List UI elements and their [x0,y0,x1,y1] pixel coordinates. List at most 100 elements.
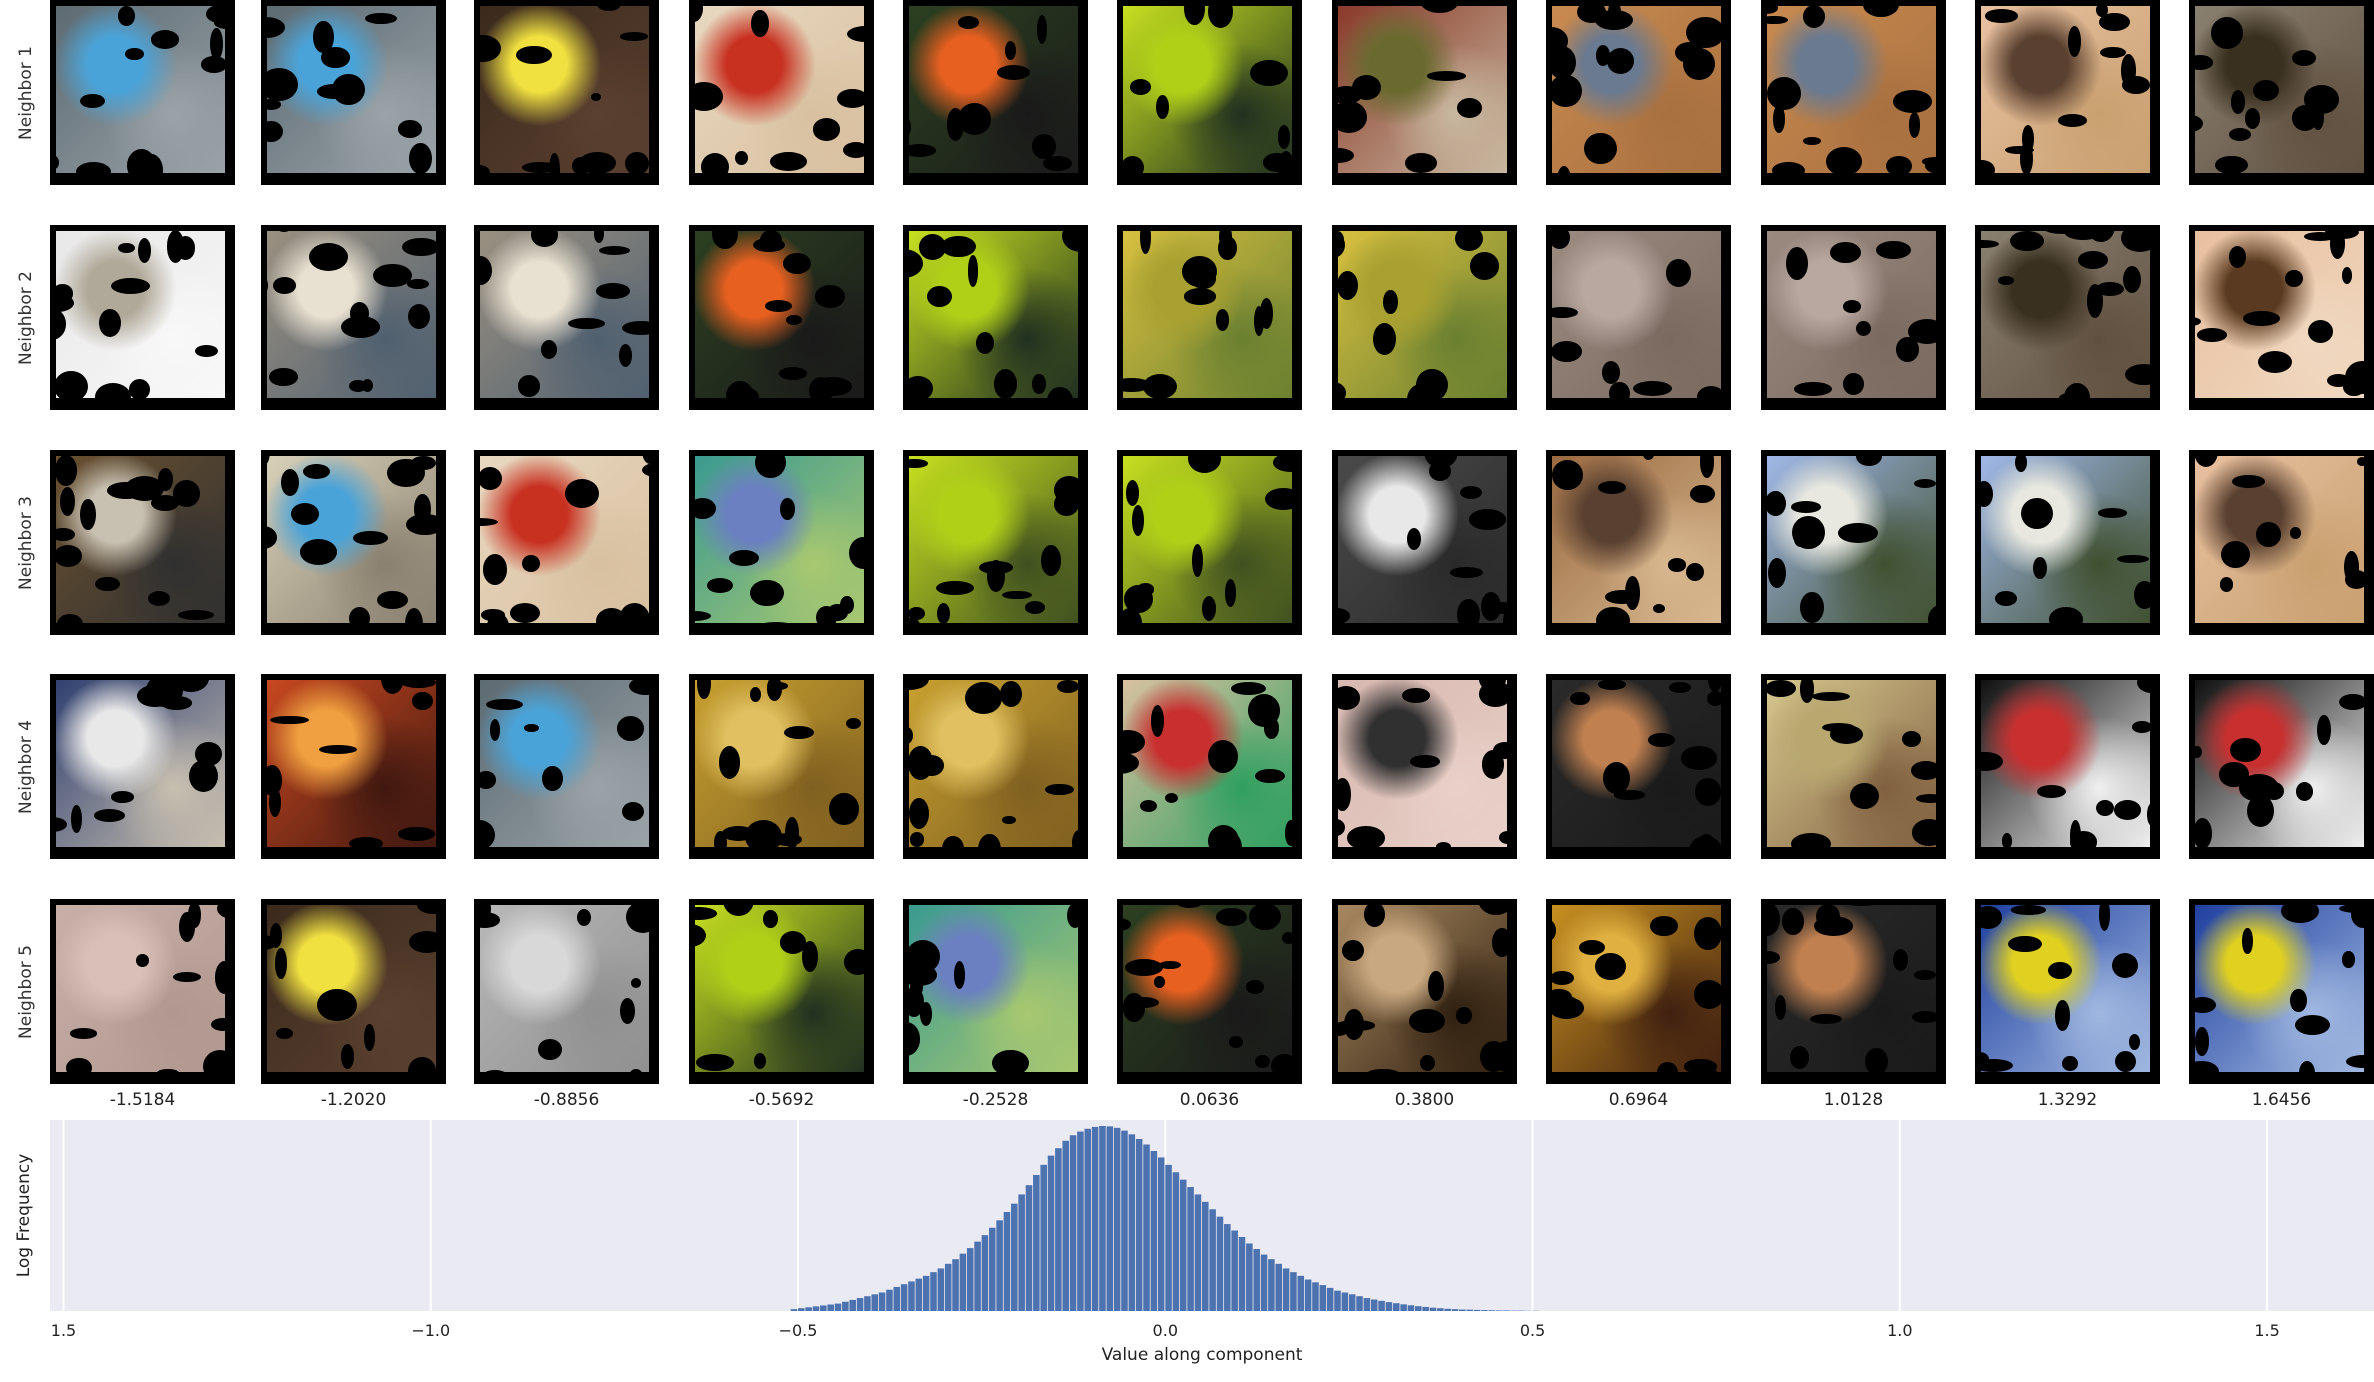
mask-hole [2210,17,2243,49]
mask-hole [689,497,717,520]
mask-hole [261,120,283,142]
mask-hole [2116,554,2149,563]
mask-hole [291,502,320,525]
mask-hole [1825,147,1862,176]
mask-hole [117,6,135,27]
mask-hole [1154,976,1165,988]
neighbor-thumbnail [1117,674,1302,859]
x-tick-label: 1.0 [1887,1321,1912,1340]
mask-hole [340,1044,354,1069]
mask-hole [1332,230,1344,249]
mask-hole [409,930,446,953]
histogram-bar [1297,1275,1305,1311]
mask-hole [1761,901,1780,936]
red-curtain-icon [267,680,436,847]
neighbor-thumbnail [1332,674,1517,859]
histogram-bar [1128,1134,1136,1311]
mask-hole [156,1068,179,1078]
histogram-bar [981,1235,989,1311]
mask-hole [538,1039,562,1060]
mask-hole [2011,905,2046,915]
mask-hole [1494,1041,1517,1073]
mask-hole [689,924,706,947]
mask-hole [785,816,799,850]
hot-air-balloon-icon [1981,905,2150,1072]
histogram-bar [937,1268,945,1311]
mask-hole [93,809,126,823]
mask-hole [1975,905,2003,930]
mask-hole [1005,40,1017,61]
mask-hole [474,34,501,62]
mask-hole [1579,939,1605,956]
neighbor-thumbnail [261,450,446,635]
mask-hole [1228,1035,1244,1048]
neighbor-thumbnail [1546,225,1731,410]
mask-hole [1150,704,1164,737]
mask-hole [1002,590,1033,600]
mask-hole [927,285,952,308]
mask-hole [1546,919,1556,941]
mask-hole [1791,515,1825,550]
neighbor-thumbnail [1546,674,1731,859]
mask-hole [1218,225,1232,248]
mask-hole [1247,694,1280,727]
mask-hole [50,816,67,832]
mask-hole [2049,607,2084,632]
mask-hole [593,225,604,243]
mask-hole [2120,225,2159,253]
mask-hole [718,746,741,779]
mask-hole [1127,997,1160,1009]
mask-hole [1285,820,1298,847]
mask-hole [707,578,733,594]
mask-hole [188,902,201,928]
mask-hole [2285,269,2303,287]
mask-hole [128,378,151,400]
mask-hole [1829,725,1864,745]
mask-hole [1481,592,1502,621]
neighbor-thumbnail [689,0,874,185]
mask-hole [1643,450,1655,461]
mask-hole [1595,953,1626,981]
mask-hole [1685,562,1704,581]
histogram-bar [1209,1209,1216,1311]
mask-hole [365,12,398,25]
mask-hole [1175,899,1203,908]
mask-hole [1598,480,1627,494]
mask-hole [125,47,144,60]
mask-hole [2054,1000,2070,1031]
mask-hole [849,536,874,569]
mask-hole [941,235,976,257]
neighbor-thumbnail [903,450,1088,635]
neighbor-thumbnail [474,450,659,635]
histogram-bar [1202,1201,1209,1311]
mask-hole [1625,576,1640,610]
mask-hole [1837,523,1878,543]
mask-hole [111,791,135,803]
mask-hole [474,256,492,286]
histogram-bar [1334,1290,1341,1311]
mask-hole [317,83,353,99]
mask-hole [1040,545,1061,576]
mask-hole [903,987,924,1018]
mask-hole [1181,256,1217,288]
histogram-bar [856,1298,864,1311]
mask-hole [2194,450,2218,468]
mask-hole [268,788,281,818]
mask-hole [1789,1046,1810,1070]
neighbor-thumbnail [261,899,446,1084]
mask-hole [1139,225,1151,254]
mask-hole [1694,778,1722,807]
mask-hole [758,621,795,631]
x-tick-label: 0.5 [1520,1321,1545,1340]
mask-hole [625,152,649,176]
histogram-bar [827,1304,834,1311]
mask-hole [173,674,210,692]
histogram-bar [966,1248,974,1311]
histogram-bar [820,1305,827,1311]
mask-hole [1031,134,1057,159]
mask-hole [1499,830,1517,845]
mask-hole [750,687,762,702]
mask-hole [1841,899,1881,906]
mask-hole [846,25,874,43]
mask-hole [1895,337,1920,362]
